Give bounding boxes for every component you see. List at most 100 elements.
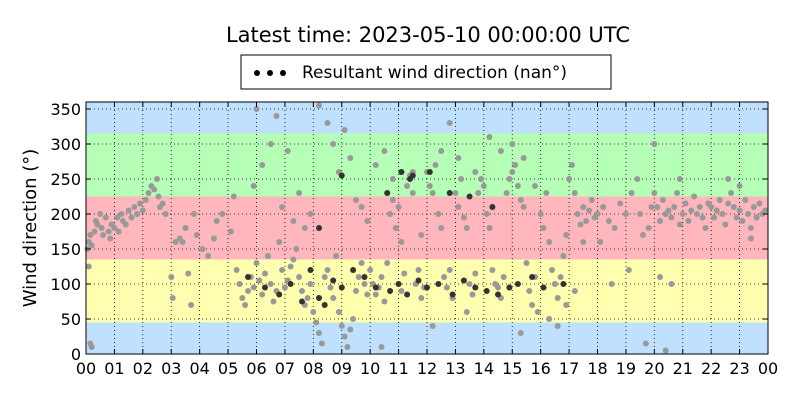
data-point [500,274,507,280]
x-tick-label: 23 [729,359,749,378]
data-point [134,211,141,217]
data-point [438,148,445,154]
data-point [296,190,303,196]
data-point [307,211,314,217]
data-point [384,260,391,266]
data-point [605,218,612,224]
x-tick-label: 00 [758,359,778,378]
data-point [253,106,260,112]
data-point [242,302,249,308]
data-point [676,176,683,182]
data-point [460,214,467,221]
data-point [100,232,106,238]
data-point [568,162,575,168]
data-point [107,235,114,242]
data-point [472,169,479,175]
data-point [713,207,720,214]
data-point [733,214,740,221]
data-point [341,333,348,340]
data-point [293,246,300,252]
data-point [466,281,473,287]
data-point [145,190,152,196]
data-point [316,295,322,301]
data-point [191,211,197,217]
data-point [122,221,129,228]
data-point [534,309,541,315]
data-point [495,291,501,298]
data-point [151,186,158,193]
data-point [250,183,257,189]
data-point [762,207,769,214]
data-point [159,200,166,207]
data-point [364,291,371,298]
data-point [708,204,715,210]
data-point [520,204,527,210]
data-point [333,253,340,259]
x-tick-label: 18 [587,359,607,378]
data-point [486,225,493,231]
data-point [358,204,365,210]
data-point [372,284,379,291]
data-point [347,326,354,333]
data-point [659,197,666,203]
data-point [245,274,251,280]
data-point [389,197,396,203]
legend-marker [267,70,273,76]
data-point [259,162,266,168]
data-point [671,204,678,210]
data-point [389,176,396,182]
data-point [392,225,399,231]
data-point [696,204,703,210]
data-point [506,284,513,291]
data-point [418,295,425,301]
data-point [316,102,322,109]
data-point [438,225,445,231]
data-point [310,309,317,315]
data-point [588,197,595,203]
data-point [446,190,453,196]
data-point [256,277,263,284]
data-point [88,242,95,249]
data-point [586,207,592,214]
x-tick-label: 11 [388,359,408,378]
data-point [262,270,268,277]
x-tick-label: 20 [644,359,664,378]
data-point [554,295,561,301]
data-point [284,148,291,154]
y-tick-label: 250 [50,170,81,189]
legend: Resultant wind direction (nan°) [240,54,612,90]
data-point [105,228,112,235]
x-tick-label: 10 [360,359,380,378]
y-tick-label: 150 [50,240,81,259]
data-point [702,225,709,231]
data-point [330,277,337,284]
direction-band [86,102,768,134]
data-point [745,211,752,217]
data-point [679,211,686,217]
x-tick-label: 01 [104,359,124,378]
data-point [489,267,496,273]
x-tick-label: 00 [76,359,96,378]
data-point [509,141,516,147]
data-point [495,284,501,291]
data-point [91,228,98,235]
legend-label: Resultant wind direction (nan°) [302,63,567,83]
data-point [137,200,143,207]
data-points [84,102,769,354]
data-point [287,263,294,270]
data-point [674,190,681,196]
data-point [466,193,473,200]
y-tick-label: 350 [50,100,81,119]
data-point [608,281,615,287]
data-point [617,200,624,207]
data-point [290,218,297,224]
data-point [514,281,521,287]
data-point [685,218,692,224]
data-point [682,200,689,207]
data-point [529,274,536,280]
data-point [125,207,132,214]
x-tick-label: 05 [218,359,238,378]
data-point [210,235,217,242]
data-point [503,190,510,196]
data-point [381,298,388,305]
